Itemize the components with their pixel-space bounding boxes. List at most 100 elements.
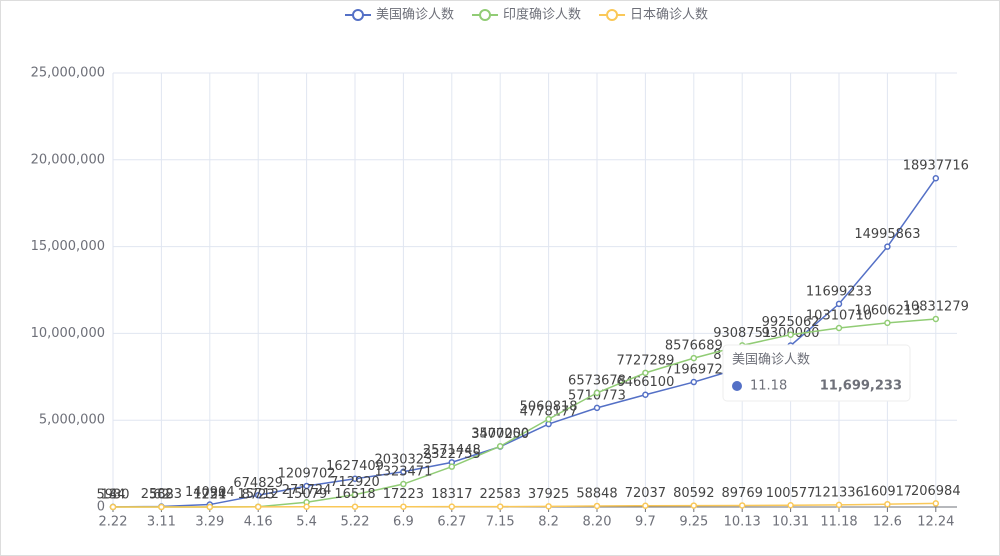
data-label: 140904 <box>185 485 235 500</box>
data-point <box>400 503 407 510</box>
data-label: 206984 <box>911 484 961 499</box>
data-point <box>303 503 310 510</box>
data-point <box>351 491 359 498</box>
data-label: 25823 <box>141 487 182 502</box>
data-point <box>109 503 117 511</box>
data-label: 18937716 <box>903 159 969 174</box>
data-label: 2030323 <box>374 452 432 467</box>
data-point <box>448 463 456 470</box>
data-label: 22583 <box>480 487 521 502</box>
data-point <box>400 480 407 488</box>
x-tick-label: 9.7 <box>635 515 656 530</box>
x-tick-label: 4.16 <box>244 515 273 530</box>
data-point <box>254 503 262 511</box>
legend-label: 日本确诊人数 <box>630 8 708 23</box>
data-label: 7196972 <box>665 363 723 378</box>
data-label: 17223 <box>383 487 424 502</box>
x-tick-label: 9.25 <box>679 515 708 530</box>
data-label: 568 <box>149 487 174 502</box>
data-label: 674829 <box>233 476 283 491</box>
tooltip-title: 美国确诊人数 <box>732 353 810 368</box>
x-tick-label: 2.22 <box>99 515 128 530</box>
data-point <box>690 378 698 386</box>
legend-marker <box>479 9 492 21</box>
data-point <box>448 503 456 510</box>
data-point <box>496 503 504 510</box>
data-point <box>545 503 552 510</box>
data-point <box>787 502 794 509</box>
y-tick-label: 20,000,000 <box>31 152 105 167</box>
data-label: 72037 <box>625 486 666 501</box>
tooltip-value: 11,699,233 <box>820 379 902 394</box>
data-label: 3 <box>109 487 117 502</box>
data-point <box>690 502 698 509</box>
y-tick-label: 15,000,000 <box>31 239 105 254</box>
data-point <box>206 503 214 511</box>
data-label: 144 <box>101 487 126 502</box>
data-point <box>593 404 601 412</box>
data-label: 18317 <box>431 487 472 502</box>
data-label: 7727289 <box>616 353 674 368</box>
data-label: 14995863 <box>854 227 920 242</box>
series-line <box>112 177 937 508</box>
data-label: 62 <box>153 487 170 502</box>
data-label: 15079 <box>286 487 327 502</box>
x-tick-label: 12.6 <box>873 515 902 530</box>
data-label: 712920 <box>330 475 380 490</box>
data-point <box>593 502 601 510</box>
data-point <box>254 492 262 499</box>
data-point <box>835 501 843 509</box>
data-label: 2322755 <box>423 447 481 462</box>
data-label: 5930 <box>96 487 129 502</box>
tooltip: 美国确诊人数 11.18 11,699,233 <box>722 344 911 402</box>
data-point <box>642 391 649 398</box>
tooltip-box <box>722 344 911 402</box>
data-label: 8723 <box>242 487 275 502</box>
data-point <box>642 502 649 509</box>
data-label: 160917 <box>863 485 913 500</box>
data-label: 10310710 <box>806 309 872 324</box>
data-point <box>884 319 891 327</box>
data-point <box>593 389 601 397</box>
data-label: 100577 <box>766 486 816 501</box>
data-label: 1323471 <box>374 465 432 480</box>
data-point <box>351 503 359 510</box>
data-point <box>835 324 843 332</box>
data-label: 5060818 <box>520 400 578 415</box>
data-point <box>932 174 940 182</box>
data-label: 80592 <box>673 486 714 501</box>
x-tick-label: 3.11 <box>147 515 176 530</box>
data-point <box>932 315 940 323</box>
data-point <box>158 503 165 511</box>
data-label: 2571448 <box>423 443 481 458</box>
x-tick-label: 5.4 <box>296 515 317 530</box>
data-label: 9925062 <box>762 315 820 330</box>
data-point <box>690 354 698 362</box>
data-label: 121336 <box>814 485 864 500</box>
x-tick-label: 11.18 <box>820 515 857 530</box>
data-label: 6573678 <box>568 373 626 388</box>
data-label: 15712 <box>238 487 279 502</box>
y-tick-label: 10,000,000 <box>31 326 105 341</box>
x-tick-label: 7.15 <box>486 515 515 530</box>
data-label: 1209702 <box>278 466 336 481</box>
data-label: 1251 <box>193 487 226 502</box>
x-tick-label: 8.20 <box>583 515 612 530</box>
legend-label: 美国确诊人数 <box>376 8 454 23</box>
tooltip-category: 11.18 <box>750 379 787 394</box>
data-label: 1627409 <box>326 459 384 474</box>
x-tick-label: 8.2 <box>538 515 559 530</box>
legend-marker <box>352 9 364 21</box>
data-label: 89769 <box>722 486 763 501</box>
x-tick-label: 6.9 <box>393 515 414 530</box>
x-tick-label: 12.24 <box>917 515 954 530</box>
x-tick-label: 5.22 <box>341 515 370 530</box>
data-point <box>400 468 407 476</box>
x-tick-label: 3.29 <box>195 515 224 530</box>
data-label: 16518 <box>334 487 375 502</box>
data-point <box>303 482 310 490</box>
data-label: 271724 <box>282 483 332 498</box>
data-point <box>835 300 843 308</box>
y-tick-label: 0 <box>97 500 105 515</box>
